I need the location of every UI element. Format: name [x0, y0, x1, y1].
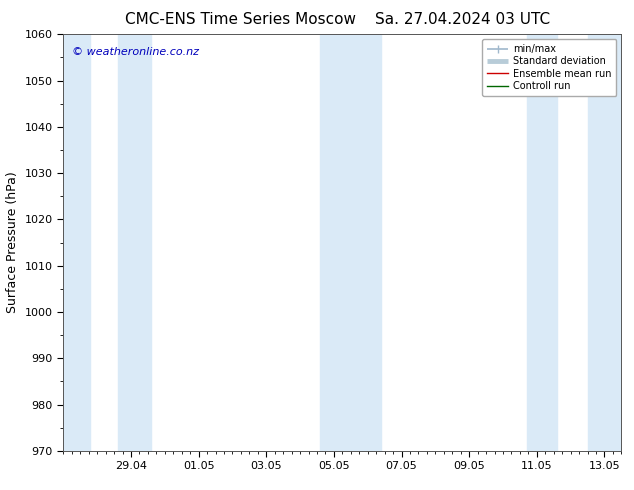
Y-axis label: Surface Pressure (hPa): Surface Pressure (hPa): [6, 172, 19, 314]
Legend: min/max, Standard deviation, Ensemble mean run, Controll run: min/max, Standard deviation, Ensemble me…: [482, 39, 616, 96]
Text: Sa. 27.04.2024 03 UTC: Sa. 27.04.2024 03 UTC: [375, 12, 550, 27]
Bar: [117, 34, 152, 451]
Bar: [63, 34, 91, 451]
Text: © weatheronline.co.nz: © weatheronline.co.nz: [72, 47, 199, 57]
Bar: [351, 34, 381, 451]
Bar: [588, 34, 621, 451]
Bar: [527, 34, 557, 451]
Bar: [320, 34, 351, 451]
Text: CMC-ENS Time Series Moscow: CMC-ENS Time Series Moscow: [126, 12, 356, 27]
